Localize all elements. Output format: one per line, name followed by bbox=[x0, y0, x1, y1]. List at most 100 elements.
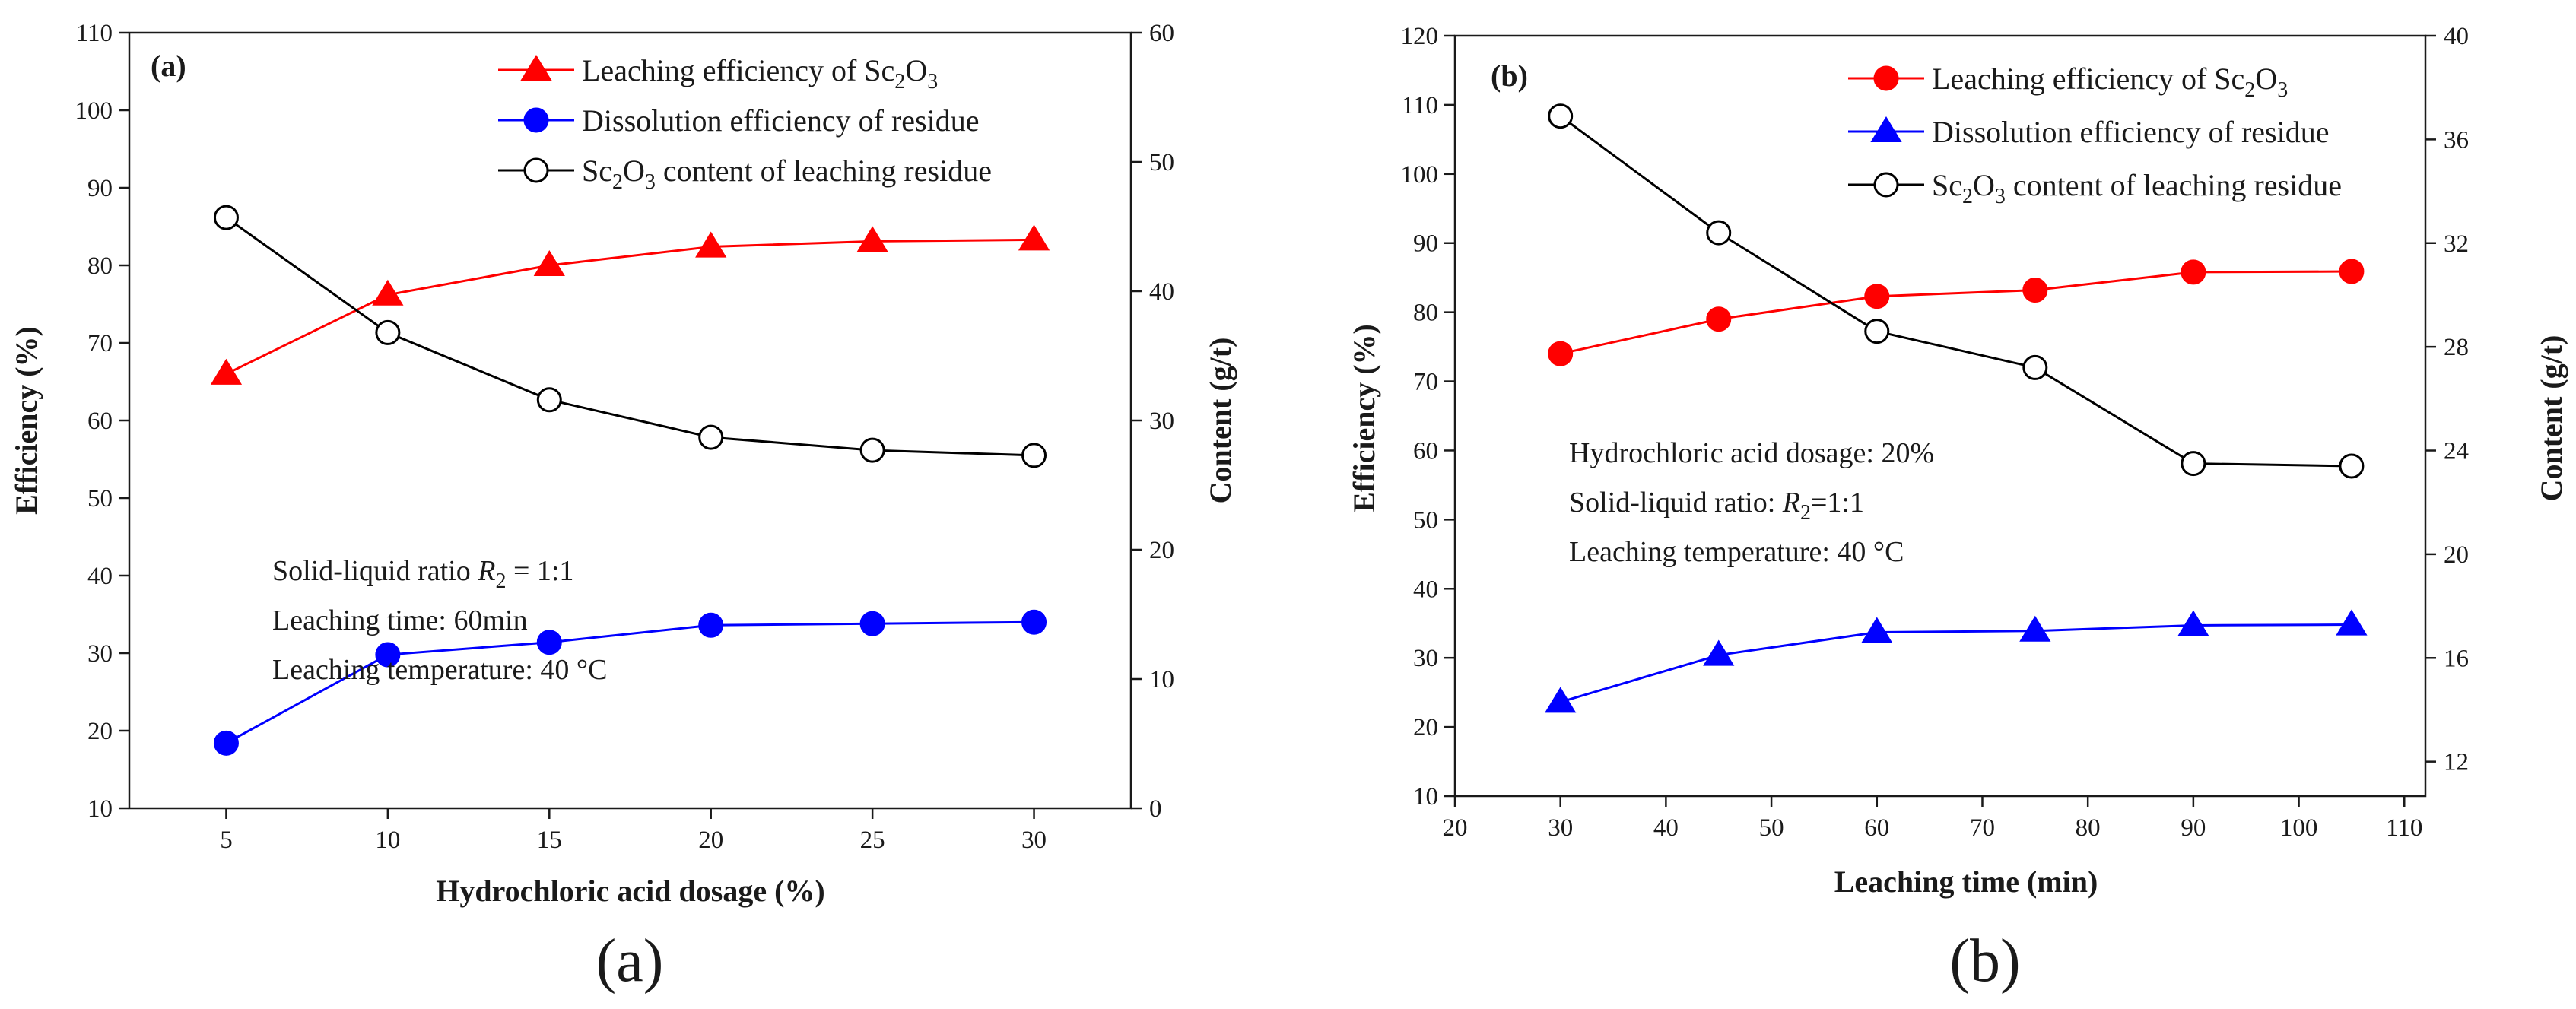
legend-label: O bbox=[623, 154, 645, 188]
x-tick-label: 100 bbox=[2280, 814, 2318, 842]
legend-marker-2 bbox=[1873, 172, 1899, 198]
data-point-2 bbox=[1548, 103, 1574, 129]
x-tick-label: 110 bbox=[2386, 814, 2422, 842]
data-point-1 bbox=[536, 630, 562, 655]
annotation-text: 2 bbox=[495, 570, 506, 593]
y-tick-label: 110 bbox=[1402, 92, 1438, 119]
y2-tick-label: 0 bbox=[1149, 795, 1162, 823]
y-tick-label: 50 bbox=[1413, 506, 1438, 534]
legend-marker-1 bbox=[523, 107, 549, 133]
series-line-2 bbox=[225, 216, 1034, 457]
annotation-line-1: Leaching time: 60min bbox=[272, 604, 528, 636]
legend-label: Sc bbox=[1932, 168, 1962, 202]
data-point-0 bbox=[2022, 278, 2048, 303]
x-tick-label: 70 bbox=[1970, 814, 1995, 842]
y2-tick-label: 10 bbox=[1149, 666, 1174, 693]
data-point-0 bbox=[2339, 259, 2365, 284]
legend-marker-0 bbox=[1873, 65, 1899, 91]
y-tick-label: 80 bbox=[1413, 300, 1438, 327]
y2-tick-label: 12 bbox=[2444, 749, 2469, 776]
legend-subscript: 3 bbox=[2277, 78, 2288, 102]
y-tick-label: 40 bbox=[87, 563, 113, 590]
data-point-1 bbox=[375, 642, 401, 668]
x-tick-label: 30 bbox=[1021, 827, 1047, 854]
data-point-2 bbox=[859, 437, 885, 463]
x-tick-label: 80 bbox=[2076, 814, 2101, 842]
y-tick-label: 70 bbox=[87, 330, 113, 357]
y2-axis-title: Content (g/t) bbox=[2534, 335, 2568, 502]
y-tick-label: 60 bbox=[87, 408, 113, 435]
y2-tick-label: 50 bbox=[1149, 149, 1174, 176]
data-point-0 bbox=[1706, 306, 1732, 332]
chart-panel-1: 20 30 40 50 60 70 80 90 100 110102030405060708090… bbox=[1347, 23, 2568, 995]
y-tick-label: 120 bbox=[1401, 23, 1439, 50]
y-tick-label: 20 bbox=[87, 718, 113, 745]
y-axis-title: Efficiency (%) bbox=[9, 326, 43, 515]
y2-tick-label: 24 bbox=[2444, 438, 2469, 465]
annotation-line-2: Leaching temperature: 40 °C bbox=[272, 654, 607, 686]
data-point-0 bbox=[1864, 284, 1890, 309]
y2-tick-label: 28 bbox=[2444, 334, 2469, 361]
legend-marker-0 bbox=[520, 54, 552, 81]
data-point-2 bbox=[698, 424, 724, 450]
panel-label: (b) bbox=[1491, 59, 1528, 93]
y2-tick-label: 30 bbox=[1149, 408, 1174, 435]
legend-label: Leaching efficiency of Sc bbox=[582, 53, 894, 87]
y-tick-label: 80 bbox=[87, 252, 113, 280]
y2-tick-label: 60 bbox=[1149, 20, 1174, 47]
y-tick-label: 100 bbox=[1401, 161, 1439, 189]
series-line-0 bbox=[225, 238, 1034, 376]
data-point-1 bbox=[1021, 609, 1047, 635]
annotation-line-2: Leaching temperature: 40 °C bbox=[1569, 536, 1904, 568]
x-tick-label: 40 bbox=[1653, 814, 1679, 842]
annotation-line-0: Hydrochloric acid dosage: 20% bbox=[1569, 437, 1934, 469]
data-point-0 bbox=[1018, 224, 1050, 251]
panel-caption: (a) bbox=[596, 928, 664, 995]
legend-marker-1 bbox=[1870, 116, 1902, 143]
data-point-2 bbox=[2339, 453, 2365, 479]
legend-subscript: 3 bbox=[927, 70, 938, 94]
annotation-text: 2 bbox=[1800, 501, 1811, 525]
data-point-0 bbox=[210, 358, 243, 385]
x-tick-label: 50 bbox=[1759, 814, 1784, 842]
x-axis-title: Hydrochloric acid dosage (%) bbox=[436, 874, 824, 908]
x-tick-label: 10 bbox=[375, 827, 400, 854]
series-line-1 bbox=[1560, 623, 2352, 703]
data-point-1 bbox=[2019, 615, 2051, 642]
data-point-2 bbox=[1706, 220, 1732, 246]
legend-subscript: 3 bbox=[1995, 185, 2006, 208]
legend-label: Dissolution efficiency of residue bbox=[1932, 115, 2329, 149]
data-point-2 bbox=[1021, 443, 1047, 468]
x-tick-label: 15 bbox=[537, 827, 562, 854]
y-tick-label: 20 bbox=[1413, 714, 1438, 741]
plot-frame bbox=[1453, 34, 2427, 798]
y-tick-label: 90 bbox=[87, 175, 113, 202]
y-tick-label: 30 bbox=[1413, 645, 1438, 672]
y2-tick-label: 40 bbox=[1149, 278, 1174, 306]
data-point-2 bbox=[213, 205, 239, 230]
data-point-2 bbox=[375, 319, 401, 345]
data-point-1 bbox=[213, 730, 239, 756]
legend-label: Dissolution efficiency of residue bbox=[582, 103, 979, 138]
y-tick-label: 110 bbox=[76, 20, 113, 47]
data-point-1 bbox=[1703, 639, 1735, 666]
data-point-2 bbox=[536, 387, 562, 413]
y2-tick-label: 32 bbox=[2444, 230, 2469, 258]
y-tick-label: 30 bbox=[87, 640, 113, 668]
legend-marker-2 bbox=[523, 157, 549, 183]
annotation-line-0: Solid-liquid ratio R2 = 1:1 bbox=[272, 555, 573, 593]
legend-entry-0: Leaching efficiency of Sc2O3 bbox=[582, 53, 938, 94]
legend-entry-0: Leaching efficiency of Sc2O3 bbox=[1932, 62, 2288, 102]
y2-tick-label: 20 bbox=[2444, 541, 2469, 569]
data-point-1 bbox=[859, 611, 885, 636]
y-tick-label: 40 bbox=[1413, 576, 1438, 603]
legend-subscript: 3 bbox=[645, 170, 656, 194]
y-axis-title: Efficiency (%) bbox=[1347, 324, 1381, 512]
annotation-text: = 1:1 bbox=[506, 555, 573, 587]
legend-label: Sc bbox=[582, 154, 612, 188]
data-point-2 bbox=[2181, 451, 2206, 477]
legend-subscript: 2 bbox=[894, 70, 905, 94]
series-line-2 bbox=[1559, 115, 2352, 468]
data-point-0 bbox=[533, 249, 565, 277]
